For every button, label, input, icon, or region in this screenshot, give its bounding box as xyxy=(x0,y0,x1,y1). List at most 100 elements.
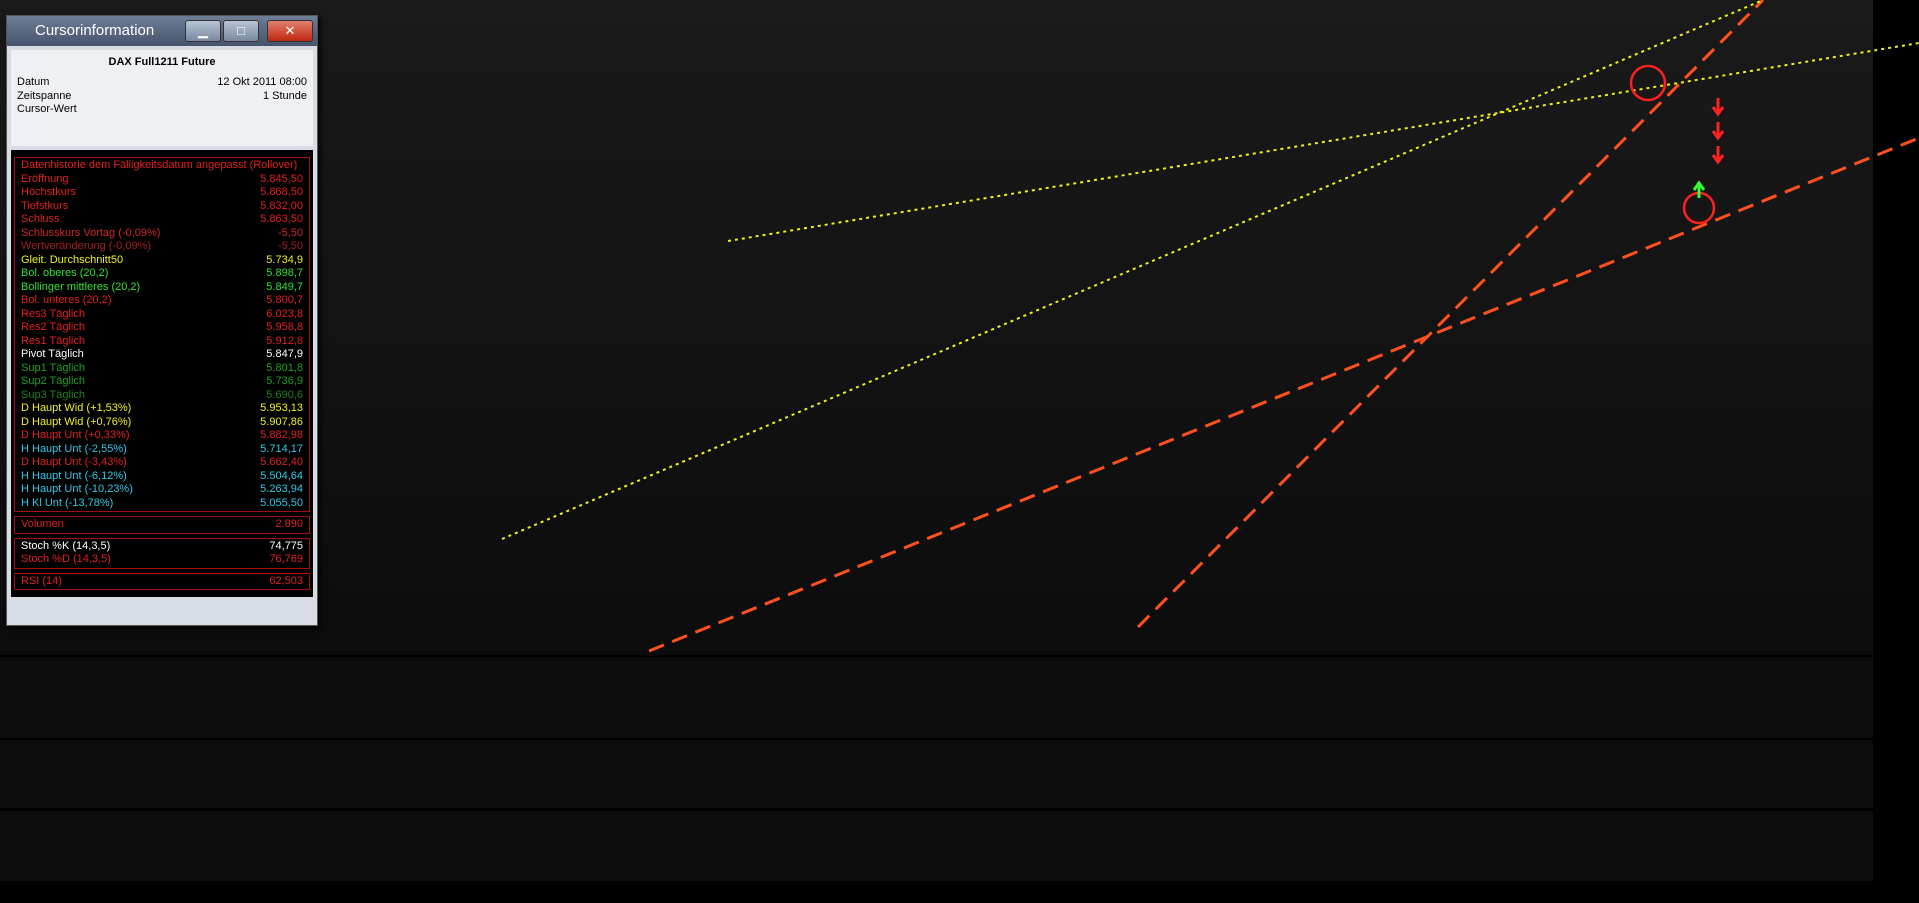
row-label: Schlusskurs Vortag (-0,09%) xyxy=(21,226,161,239)
row-value: 5.958,8 xyxy=(266,321,303,333)
row-value: -5,50 xyxy=(277,240,303,252)
row-value: 5.849,7 xyxy=(266,280,303,293)
row-label: Höchstkurs xyxy=(21,186,77,198)
value-row: Sup1 Täglich 5.801,8 xyxy=(15,362,309,376)
row-label: Sup1 Täglich xyxy=(21,361,86,374)
row-label: Stoch %K (14,3,5) xyxy=(21,539,111,552)
row-value: 5.907,86 xyxy=(260,415,303,428)
value-row: Sup3 Täglich 5.690,6 xyxy=(15,389,309,403)
row-label: Volumen xyxy=(21,518,64,530)
row-value: 5.847,9 xyxy=(266,348,303,360)
row-value: 74,775 xyxy=(269,539,303,552)
row-value: 5.734,9 xyxy=(266,253,303,266)
row-value: 5.953,13 xyxy=(260,402,303,414)
row-label: D Haupt Wid (+1,53%) xyxy=(21,402,132,414)
value-row: Pivot Täglich 5.847,9 xyxy=(15,348,309,362)
info-value: 1 Stunde xyxy=(262,89,307,102)
value-group: Datenhistorie dem Fälligkeitsdatum angep… xyxy=(14,157,310,512)
row-label: Bollinger mittleres (20,2) xyxy=(21,280,141,293)
row-value: 5.832,00 xyxy=(260,199,303,212)
value-row: Schlusskurs Vortag (-0,09%) -5,50 xyxy=(15,227,309,241)
value-row: D Haupt Unt (+0,33%) 5.882,98 xyxy=(15,429,309,443)
value-row: D Haupt Wid (+0,76%) 5.907,86 xyxy=(15,416,309,430)
info-label: Datum xyxy=(17,76,50,88)
row-value: 5.263,94 xyxy=(260,483,303,495)
values-panel: Datenhistorie dem Fälligkeitsdatum angep… xyxy=(11,150,313,597)
row-label: Bol. unteres (20,2) xyxy=(21,294,112,306)
row-label: Sup2 Täglich xyxy=(21,375,86,387)
row-value: 76,769 xyxy=(269,553,303,565)
maximize-button[interactable]: □ xyxy=(223,20,259,42)
info-value: 12 Okt 2011 08:00 xyxy=(217,76,307,88)
value-row: Schluss 5.863,50 xyxy=(15,213,309,227)
value-row: D Haupt Wid (+1,53%) 5.953,13 xyxy=(15,402,309,416)
value-row: Bol. unteres (20,2) 5.800,7 xyxy=(15,294,309,308)
value-row: H Kl Unt (-13,78%) 5.055,50 xyxy=(15,497,309,511)
row-value: 5.800,7 xyxy=(266,294,303,306)
row-label: H Haupt Unt (-6,12%) xyxy=(21,469,127,482)
row-label: D Haupt Unt (+0,33%) xyxy=(21,429,130,441)
cursor-window[interactable]: Cursorinformation ▁ □ ✕ DAX Full1211 Fut… xyxy=(6,15,318,626)
row-label: H Kl Unt (-13,78%) xyxy=(21,496,114,509)
rsi-panel xyxy=(0,811,1873,881)
row-label: Gleit. Durchschnitt50 xyxy=(21,253,124,266)
value-row: H Haupt Unt (-2,55%) 5.714,17 xyxy=(15,443,309,457)
row-value: 5.868,50 xyxy=(260,186,303,198)
row-label: Bol. oberes (20,2) xyxy=(21,267,109,279)
row-value: 5.882,98 xyxy=(260,429,303,441)
title-bar[interactable]: Cursorinformation ▁ □ ✕ xyxy=(7,16,317,46)
row-label: Tiefstkurs xyxy=(21,199,69,212)
info-label: Cursor-Wert xyxy=(17,103,77,115)
value-row: Res2 Täglich 5.958,8 xyxy=(15,321,309,335)
value-row: Eröffnung 5.845,50 xyxy=(15,173,309,187)
history-note: Datenhistorie dem Fälligkeitsdatum angep… xyxy=(21,159,298,171)
window-title: Cursorinformation xyxy=(35,22,155,39)
row-value: 5.736,9 xyxy=(266,375,303,387)
row-label: Schluss xyxy=(21,213,60,225)
row-label: Res1 Täglich xyxy=(21,334,85,347)
value-row: H Haupt Unt (-6,12%) 5.504,64 xyxy=(15,470,309,484)
row-value: 5.845,50 xyxy=(260,172,303,185)
row-value: 5.662,40 xyxy=(260,456,303,468)
instrument: DAX Full1211 Future xyxy=(108,56,216,68)
row-label: D Haupt Unt (-3,43%) xyxy=(21,456,127,468)
row-value: 5.714,17 xyxy=(260,442,303,455)
row-label: Wertveränderung (-0,09%) xyxy=(21,240,152,252)
value-row: H Haupt Unt (-10,23%) 5.263,94 xyxy=(15,483,309,497)
row-label: Res2 Täglich xyxy=(21,321,85,333)
row-label: D Haupt Wid (+0,76%) xyxy=(21,415,132,428)
row-value: 5.863,50 xyxy=(260,213,303,225)
value-row: D Haupt Unt (-3,43%) 5.662,40 xyxy=(15,456,309,470)
info-panel: DAX Full1211 Future Datum 12 Okt 2011 08:… xyxy=(11,50,313,146)
value-row: Res1 Täglich 5.912,8 xyxy=(15,335,309,349)
row-label: H Haupt Unt (-10,23%) xyxy=(21,483,133,495)
value-row: Volumen 2.890 xyxy=(15,518,309,532)
value-group: Stoch %K (14,3,5) 74,775 Stoch %D (14,3,5)… xyxy=(14,537,310,569)
value-row: Bollinger mittleres (20,2) 5.849,7 xyxy=(15,281,309,295)
value-row: Höchstkurs 5.868,50 xyxy=(15,186,309,200)
row-value: 5.504,64 xyxy=(260,469,303,482)
row-value: 5.912,8 xyxy=(266,334,303,347)
row-label: RSI (14) xyxy=(21,574,62,587)
info-label: Zeitspanne xyxy=(17,89,72,102)
value-row: Stoch %K (14,3,5) 74,775 xyxy=(15,540,309,554)
info-row: Cursor-Wert xyxy=(11,103,313,117)
drawings xyxy=(501,0,1919,653)
row-value: 2.890 xyxy=(275,518,303,530)
value-row: Sup2 Täglich 5.736,9 xyxy=(15,375,309,389)
info-row: Zeitspanne 1 Stunde xyxy=(11,90,313,104)
row-label: Sup3 Täglich xyxy=(21,388,86,401)
row-value: 6.023,8 xyxy=(266,307,303,320)
minimize-button[interactable]: ▁ xyxy=(185,20,221,42)
volume-panel xyxy=(0,657,1873,738)
row-label: H Haupt Unt (-2,55%) xyxy=(21,442,127,455)
value-group: Volumen 2.890 xyxy=(14,516,310,534)
row-label: Stoch %D (14,3,5) xyxy=(21,553,111,565)
info-row: Datum 12 Okt 2011 08:00 xyxy=(11,76,313,90)
row-value: 5.055,50 xyxy=(260,496,303,509)
row-label: Pivot Täglich xyxy=(21,348,84,360)
close-button[interactable]: ✕ xyxy=(267,20,313,42)
row-value: 5.690,6 xyxy=(266,388,303,401)
value-row: Tiefstkurs 5.832,00 xyxy=(15,200,309,214)
